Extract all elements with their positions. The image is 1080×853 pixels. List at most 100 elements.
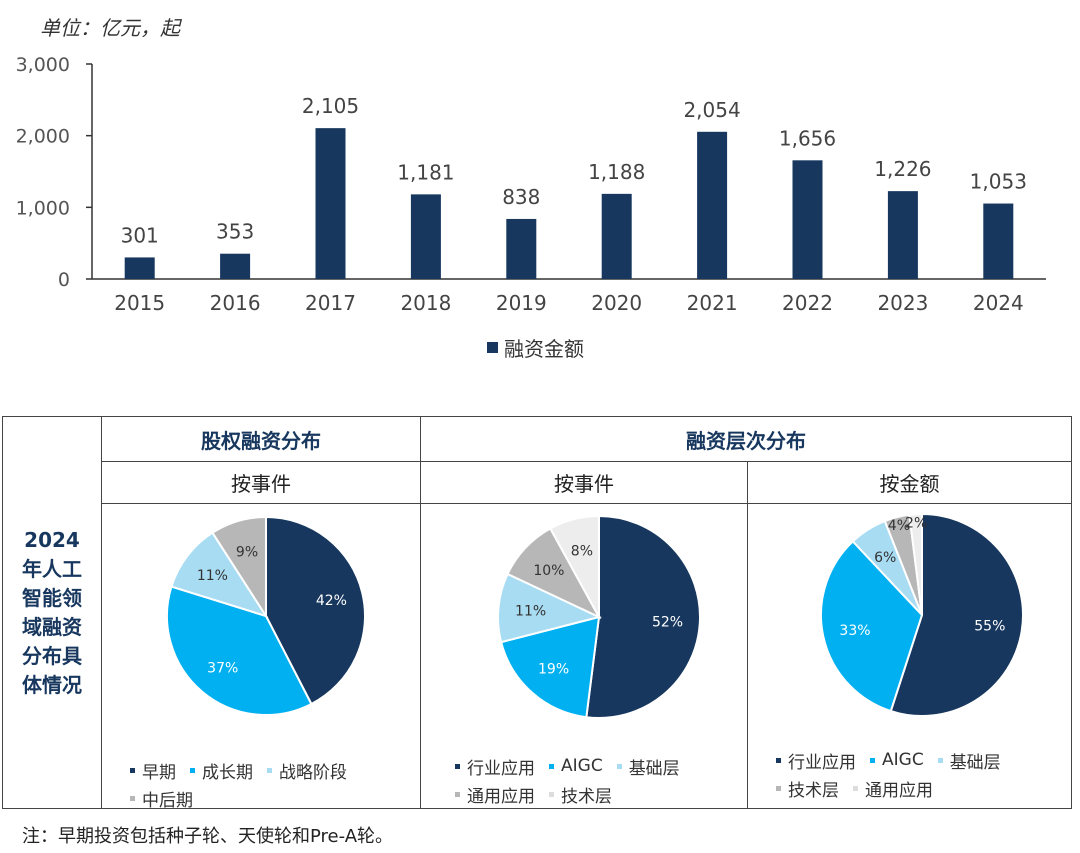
pie-chart-layer-amount: 55% 33% 6% 4%2% <box>820 512 1024 717</box>
bar-value-label: 838 <box>502 185 540 209</box>
legend-label: AIGC <box>561 756 603 776</box>
x-tick-label: 2022 <box>782 291 833 315</box>
pie-legend-item: 技术层 <box>549 780 612 808</box>
pie-value-label: 6% <box>874 550 896 566</box>
legend-marker <box>455 763 460 769</box>
x-tick-label: 2020 <box>591 291 642 315</box>
row-header-line: 智能领 <box>22 585 82 610</box>
pie-cell-3: 55% 33% 6% 4% 2% 行业应用 AIGC 基础层 技术层 通用应用 <box>747 503 1072 809</box>
pie-legend-1: 早期 成长期 战略阶段 中后期 <box>130 756 430 812</box>
legend-label: 通用应用 <box>865 780 933 801</box>
pie-legend-item: AIGC <box>549 752 603 780</box>
pie-legend-item: 通用应用 <box>455 780 535 808</box>
pie-legend-item: 成长期 <box>190 756 253 784</box>
pie-value-label: 37% <box>207 661 238 677</box>
bar <box>697 131 728 279</box>
row-header-line: 分布具 <box>22 643 82 668</box>
pie-value-label: 2% <box>905 515 927 531</box>
bar <box>983 203 1014 279</box>
distribution-table: 2024 年人工 智能领 域融资 分布具 体情况 股权融资分布 融资层次分布 按… <box>2 416 1072 811</box>
pie-slice <box>497 572 602 644</box>
pie-legend-item: 基础层 <box>937 746 1001 774</box>
legend-label: 技术层 <box>561 786 612 807</box>
legend-label: 战略阶段 <box>279 762 347 783</box>
pie-legend-3: 行业应用 AIGC 基础层技术层 通用应用 <box>776 746 1076 802</box>
row-header: 2024 年人工 智能领 域融资 分布具 体情况 <box>2 416 102 809</box>
legend-label: 行业应用 <box>788 752 856 773</box>
pie-cell-1: 42% 37% 11% 9% 早期 成长期 战略阶段 中后期 <box>101 503 421 811</box>
pie-chart-layer-events: 52% 19% 11% 10% 8% <box>497 514 701 719</box>
y-tick-label: 0 <box>58 269 70 291</box>
row-header-line: 2024 <box>24 527 80 552</box>
pie-value-label: 42% <box>316 593 347 609</box>
x-tick-label: 2015 <box>114 291 165 315</box>
bar <box>792 160 823 279</box>
x-tick-label: 2023 <box>877 291 928 315</box>
bar <box>410 194 441 279</box>
pie-value-label: 4% <box>888 518 910 534</box>
legend-marker <box>870 757 875 763</box>
bar-value-label: 1,656 <box>779 126 836 150</box>
pie-value-label: 55% <box>974 619 1005 635</box>
pie-slice <box>908 512 923 616</box>
row-header-line: 体情况 <box>22 672 82 697</box>
legend-label: 行业应用 <box>467 758 535 779</box>
pie-slice <box>548 514 600 618</box>
pie-legend-item: AIGC <box>870 746 924 774</box>
bar <box>601 193 632 279</box>
bar <box>887 191 918 279</box>
legend-swatch <box>487 342 498 353</box>
legend-marker <box>130 795 135 801</box>
row-header-line: 年人工 <box>22 556 82 581</box>
pie-value-label: 9% <box>236 544 258 560</box>
legend-label: 成长期 <box>202 762 253 783</box>
pie-value-label: 8% <box>571 543 593 559</box>
legend-marker <box>776 785 781 791</box>
pie-slice <box>166 585 313 716</box>
pie-slice <box>889 512 1024 717</box>
section-equity-header: 股权融资分布 <box>101 416 421 462</box>
x-tick-label: 2017 <box>305 291 356 315</box>
legend-label: 技术层 <box>788 780 839 801</box>
bar-legend: 融资金额 <box>487 333 584 362</box>
pie-slice <box>170 531 269 618</box>
bar-value-label: 1,053 <box>970 170 1027 194</box>
pie-slice <box>211 515 267 620</box>
bar-value-label: 1,226 <box>874 157 931 181</box>
x-tick-label: 2016 <box>210 291 261 315</box>
pie-cell-2: 52% 19% 11% 10% 8% 行业应用 AIGC 基础层 通用应用 技术层 <box>420 503 748 809</box>
pie-value-label: 52% <box>652 614 683 630</box>
pie-legend-item: 行业应用 <box>455 752 535 780</box>
pie-legend-2: 行业应用 AIGC 基础层通用应用 技术层 <box>455 752 755 808</box>
bar-value-label: 301 <box>121 223 159 247</box>
x-tick-label: 2018 <box>400 291 451 315</box>
legend-marker <box>130 767 135 773</box>
pie-slice <box>585 514 701 719</box>
legend-label: 融资金额 <box>504 337 584 361</box>
legend-marker <box>455 791 460 797</box>
pie-legend-item: 行业应用 <box>776 746 856 774</box>
legend-label: AIGC <box>882 750 924 770</box>
x-tick-label: 2021 <box>687 291 738 315</box>
pie-legend-item: 技术层 <box>776 774 839 802</box>
bar-chart: 0 1,000 2,000 3,000 301 2015 353 2016 2,105 2017 1… <box>16 54 1046 315</box>
footnote: 注：早期投资包括种子轮、天使轮和Pre-A轮。 <box>22 822 393 848</box>
y-tick-label: 2,000 <box>16 126 70 148</box>
pie-slice <box>820 539 924 713</box>
pie-legend-item: 通用应用 <box>853 774 933 802</box>
legend-marker <box>190 767 195 773</box>
pie-legend-item: 中后期 <box>130 784 193 812</box>
bar-value-label: 2,054 <box>683 98 740 122</box>
pie-slice <box>499 615 601 719</box>
legend-marker <box>853 785 858 791</box>
pie-value-label: 19% <box>538 662 569 678</box>
legend-marker <box>549 763 554 769</box>
section-layer-header: 融资层次分布 <box>420 416 1072 462</box>
bar <box>315 128 346 279</box>
pie-legend-item: 战略阶段 <box>267 756 347 784</box>
legend-marker <box>267 767 272 773</box>
legend-label: 基础层 <box>628 758 680 779</box>
pie-value-label: 11% <box>515 604 546 620</box>
legend-label: 基础层 <box>949 752 1001 773</box>
bar-value-label: 2,105 <box>302 94 359 118</box>
